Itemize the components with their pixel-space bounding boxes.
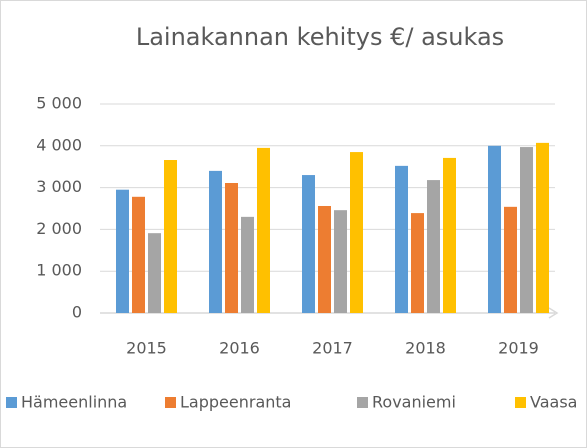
x-tick-label: 2017 xyxy=(312,339,353,358)
x-tick-label: 2015 xyxy=(126,339,167,358)
bar xyxy=(209,170,222,313)
bar xyxy=(164,160,177,313)
x-tick-label: 2016 xyxy=(219,339,260,358)
bar xyxy=(148,233,161,313)
bar xyxy=(225,183,238,313)
y-tick-label: 4 000 xyxy=(36,135,82,154)
legend-label: Hämeenlinna xyxy=(21,393,127,412)
legend-swatch xyxy=(6,397,17,408)
chart-title: Lainakannan kehitys €/ asukas xyxy=(136,23,504,51)
bar xyxy=(488,145,501,313)
y-tick-label: 1 000 xyxy=(36,261,82,280)
x-tick-label: 2018 xyxy=(405,339,446,358)
y-tick-label: 2 000 xyxy=(36,219,82,238)
y-tick-label: 3 000 xyxy=(36,177,82,196)
bar xyxy=(334,210,347,313)
legend-swatch xyxy=(357,397,368,408)
bar xyxy=(427,180,440,313)
y-tick-label: 5 000 xyxy=(36,94,82,113)
legend-label: Lappeenranta xyxy=(180,393,291,412)
bar xyxy=(257,147,270,313)
legend-label: Rovaniemi xyxy=(372,393,456,412)
bar xyxy=(536,142,549,313)
bar xyxy=(318,205,331,313)
bar xyxy=(520,147,533,313)
bar xyxy=(350,152,363,313)
legend-swatch xyxy=(165,397,176,408)
bar xyxy=(443,157,456,313)
bar xyxy=(116,189,129,313)
legend-swatch xyxy=(515,397,526,408)
legend-label: Vaasa xyxy=(530,393,577,412)
bar xyxy=(132,196,145,313)
bar xyxy=(504,206,517,313)
y-tick-label: 0 xyxy=(72,303,82,322)
bar xyxy=(302,175,315,313)
bar xyxy=(411,213,424,313)
bar xyxy=(241,216,254,313)
bar xyxy=(395,165,408,313)
x-tick-label: 2019 xyxy=(498,339,539,358)
